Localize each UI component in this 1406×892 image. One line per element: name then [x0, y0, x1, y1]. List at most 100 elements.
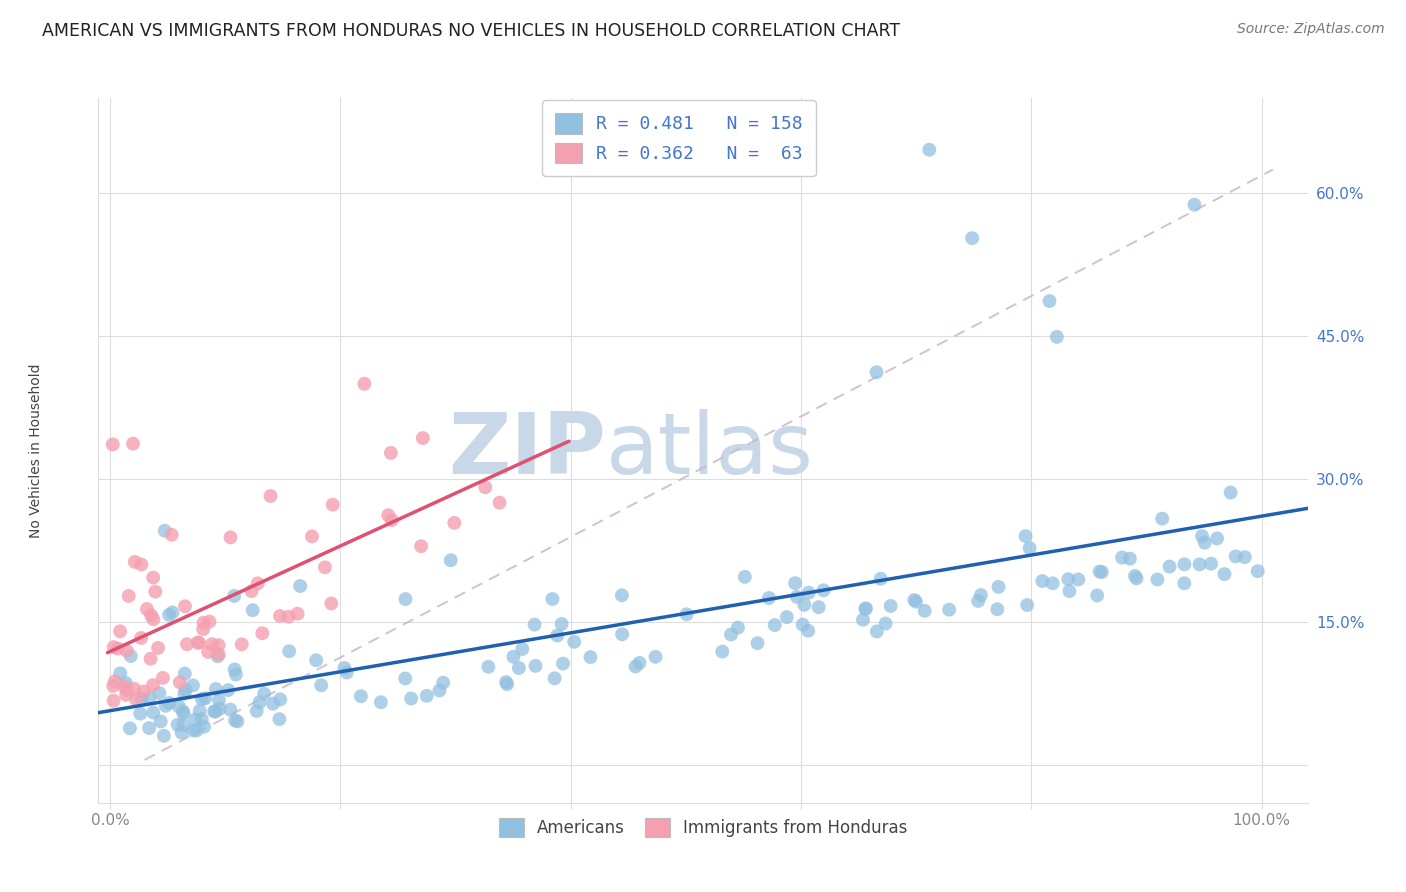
Point [269, 609, 291, 624]
Point [259, 489, 281, 503]
Point [191, 692, 214, 706]
Point [488, 496, 510, 510]
Point [173, 687, 195, 701]
Point [143, 584, 166, 599]
Point [734, 570, 756, 584]
Point [1184, 197, 1206, 211]
Point [579, 650, 602, 665]
Point [104, 674, 127, 689]
Point [429, 683, 451, 698]
Point [353, 376, 375, 391]
Point [675, 607, 697, 622]
Point [176, 637, 198, 651]
Point [432, 675, 454, 690]
Point [202, 704, 225, 718]
Point [1206, 532, 1229, 546]
Point [1088, 565, 1111, 579]
Point [477, 660, 499, 674]
Point [543, 671, 565, 685]
Point [190, 712, 212, 726]
Point [412, 431, 434, 445]
Point [172, 704, 194, 718]
Point [758, 591, 780, 605]
Point [918, 143, 941, 157]
Point [1014, 529, 1036, 543]
Point [855, 601, 877, 615]
Point [644, 649, 666, 664]
Point [207, 638, 229, 652]
Point [443, 516, 465, 530]
Point [110, 666, 132, 681]
Point [523, 617, 546, 632]
Point [183, 723, 205, 738]
Point [1057, 572, 1080, 586]
Point [853, 602, 876, 616]
Point [207, 649, 229, 664]
Point [336, 665, 359, 680]
Point [938, 603, 960, 617]
Point [496, 677, 519, 691]
Point [866, 624, 889, 639]
Point [474, 480, 496, 494]
Point [510, 642, 533, 657]
Point [139, 608, 162, 623]
Point [305, 653, 328, 667]
Point [502, 649, 524, 664]
Point [153, 524, 176, 538]
Point [612, 627, 634, 641]
Point [1233, 550, 1256, 565]
Text: ZIP: ZIP [449, 409, 606, 492]
Point [153, 729, 176, 743]
Point [242, 603, 264, 617]
Point [135, 602, 157, 616]
Point [181, 678, 204, 692]
Point [879, 599, 901, 613]
Point [551, 657, 574, 671]
Point [1038, 293, 1060, 308]
Point [416, 689, 439, 703]
Point [987, 580, 1010, 594]
Y-axis label: No Vehicles in Household: No Vehicles in Household [30, 363, 42, 538]
Point [169, 675, 191, 690]
Point [394, 672, 416, 686]
Point [1146, 573, 1168, 587]
Point [188, 704, 211, 718]
Point [131, 691, 153, 706]
Point [495, 675, 517, 690]
Point [193, 615, 215, 630]
Point [550, 617, 572, 632]
Point [201, 637, 224, 651]
Point [720, 627, 742, 641]
Point [160, 527, 183, 541]
Point [149, 714, 172, 729]
Point [763, 618, 786, 632]
Point [865, 365, 887, 379]
Point [776, 610, 799, 624]
Point [786, 590, 808, 604]
Point [115, 683, 138, 698]
Point [138, 721, 160, 735]
Point [793, 598, 815, 612]
Point [157, 696, 180, 710]
Point [166, 718, 188, 732]
Point [167, 699, 190, 714]
Point [252, 626, 274, 640]
Point [1046, 330, 1069, 344]
Point [187, 635, 209, 649]
Point [411, 539, 433, 553]
Point [394, 592, 416, 607]
Point [875, 616, 897, 631]
Point [129, 631, 152, 645]
Point [797, 624, 820, 638]
Point [155, 698, 177, 713]
Point [118, 589, 141, 603]
Point [711, 644, 734, 658]
Point [287, 607, 309, 621]
Point [174, 599, 197, 614]
Point [1091, 565, 1114, 579]
Point [1247, 564, 1270, 578]
Point [1199, 557, 1222, 571]
Point [1017, 598, 1039, 612]
Point [1191, 529, 1213, 543]
Point [869, 572, 891, 586]
